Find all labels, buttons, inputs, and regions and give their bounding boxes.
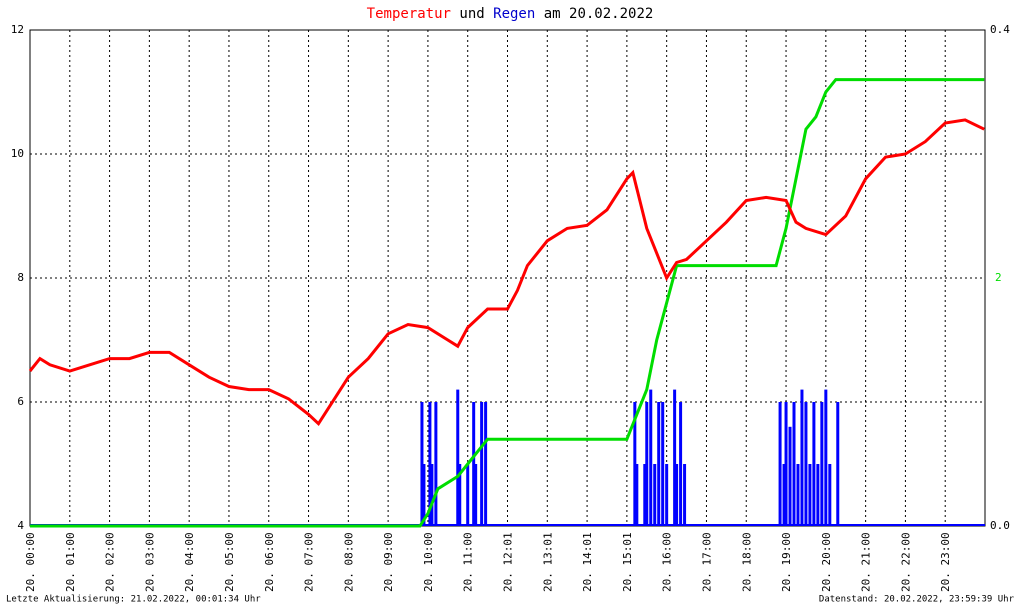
x-tick-label: 20. 14:01 xyxy=(581,532,594,592)
rain-bar xyxy=(653,464,657,526)
rain-bar xyxy=(456,389,460,526)
x-tick-label: 20. 00:00 xyxy=(24,532,37,592)
rain-bar xyxy=(784,402,788,526)
x-tick-label: 20. 12:01 xyxy=(502,532,515,592)
title-word: am 20.02.2022 xyxy=(544,6,654,22)
rain-bar xyxy=(480,402,484,526)
rain-bar xyxy=(430,464,434,526)
rain-bar xyxy=(824,389,828,526)
rain-bar xyxy=(434,402,438,526)
rain-bar xyxy=(828,464,832,526)
rain-bar xyxy=(422,464,426,526)
x-tick-label: 20. 19:00 xyxy=(780,532,793,592)
rain-bar xyxy=(643,464,647,526)
x-tick-label: 20. 05:00 xyxy=(223,532,236,592)
rain-bar xyxy=(808,464,812,526)
y-tick-label: 12 xyxy=(11,23,24,36)
y3-tick-label: 2 xyxy=(995,271,1002,284)
x-tick-label: 20. 10:00 xyxy=(422,532,435,592)
rain-bar xyxy=(788,426,792,526)
rain-bar xyxy=(836,402,840,526)
rain-bar xyxy=(796,464,800,526)
x-tick-label: 20. 11:00 xyxy=(462,532,475,592)
title-word: Temperatur xyxy=(367,6,451,22)
x-tick-label: 20. 17:00 xyxy=(700,532,713,592)
rain-bar xyxy=(633,402,637,526)
y-tick-label: 8 xyxy=(17,271,24,284)
footer-right: Datenstand: 20.02.2022, 23:59:39 Uhr xyxy=(819,595,1015,605)
x-tick-label: 20. 04:00 xyxy=(183,532,196,592)
rain-bar xyxy=(645,402,649,526)
x-tick-label: 20. 01:00 xyxy=(64,532,77,592)
footer-left: Letzte Aktualisierung: 21.02.2022, 00:01… xyxy=(6,595,261,605)
series-line xyxy=(30,78,985,528)
rain-bar xyxy=(782,464,786,526)
x-tick-label: 20. 16:00 xyxy=(661,532,674,592)
rain-bar xyxy=(804,402,808,526)
rain-bar xyxy=(792,402,796,526)
series-line xyxy=(28,118,985,427)
rain-bar xyxy=(665,464,669,526)
x-tick-label: 20. 15:01 xyxy=(621,532,634,592)
rain-bar xyxy=(661,402,665,526)
rain-bar xyxy=(458,464,462,526)
rain-bar xyxy=(820,402,824,526)
chart-title: Temperatur und Regen am 20.02.2022 xyxy=(367,6,654,22)
rain-bar xyxy=(683,464,687,526)
x-tick-label: 20. 22:00 xyxy=(899,532,912,592)
rain-bar xyxy=(484,402,488,526)
rain-bar xyxy=(428,402,432,526)
x-tick-label: 20. 13:01 xyxy=(541,532,554,592)
rain-bar xyxy=(474,464,478,526)
y-tick-label: 10 xyxy=(11,147,24,160)
rain-bar xyxy=(778,402,782,526)
title-word: Regen xyxy=(493,6,535,22)
rain-bar xyxy=(649,389,653,526)
rain-bar xyxy=(679,402,683,526)
x-tick-label: 20. 03:00 xyxy=(143,532,156,592)
rain-bar xyxy=(420,402,424,526)
rain-bar xyxy=(635,464,639,526)
y2-tick-label: 0.4 xyxy=(990,23,1010,36)
x-tick-label: 20. 02:00 xyxy=(104,532,117,592)
title-word: und xyxy=(459,6,484,22)
rain-bar xyxy=(472,402,476,526)
rain-bar xyxy=(812,402,816,526)
y-tick-label: 4 xyxy=(17,519,24,532)
rain-bar xyxy=(673,389,677,526)
rain-bar xyxy=(800,389,804,526)
y2-tick-label: 0.0 xyxy=(990,519,1010,532)
x-tick-label: 20. 07:00 xyxy=(303,532,316,592)
x-tick-label: 20. 09:00 xyxy=(382,532,395,592)
x-tick-label: 20. 20:00 xyxy=(820,532,833,592)
rain-bar xyxy=(657,402,661,526)
rain-bar xyxy=(816,464,820,526)
x-tick-label: 20. 23:00 xyxy=(939,532,952,592)
x-tick-label: 20. 18:00 xyxy=(740,532,753,592)
y-tick-label: 6 xyxy=(17,395,24,408)
rain-bar xyxy=(675,464,679,526)
x-tick-label: 20. 06:00 xyxy=(263,532,276,592)
x-tick-label: 20. 21:00 xyxy=(860,532,873,592)
rain-bar xyxy=(466,464,470,526)
x-tick-label: 20. 08:00 xyxy=(342,532,355,592)
